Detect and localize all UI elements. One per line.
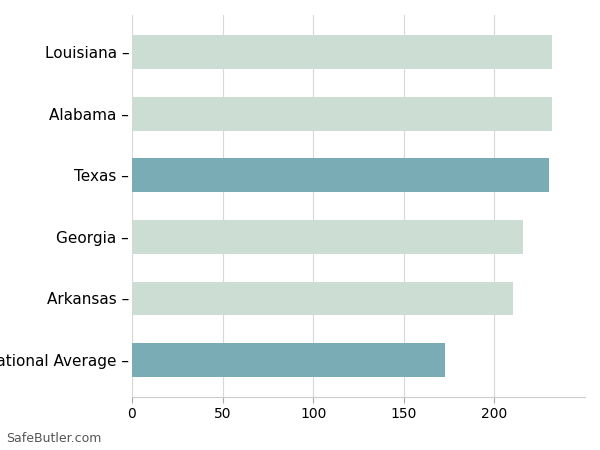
- Text: SafeButler.com: SafeButler.com: [6, 432, 101, 446]
- Bar: [132, 97, 553, 130]
- Bar: [132, 35, 553, 69]
- Bar: [132, 220, 523, 254]
- Bar: [132, 343, 445, 377]
- Bar: [132, 282, 512, 315]
- Bar: [132, 158, 549, 192]
